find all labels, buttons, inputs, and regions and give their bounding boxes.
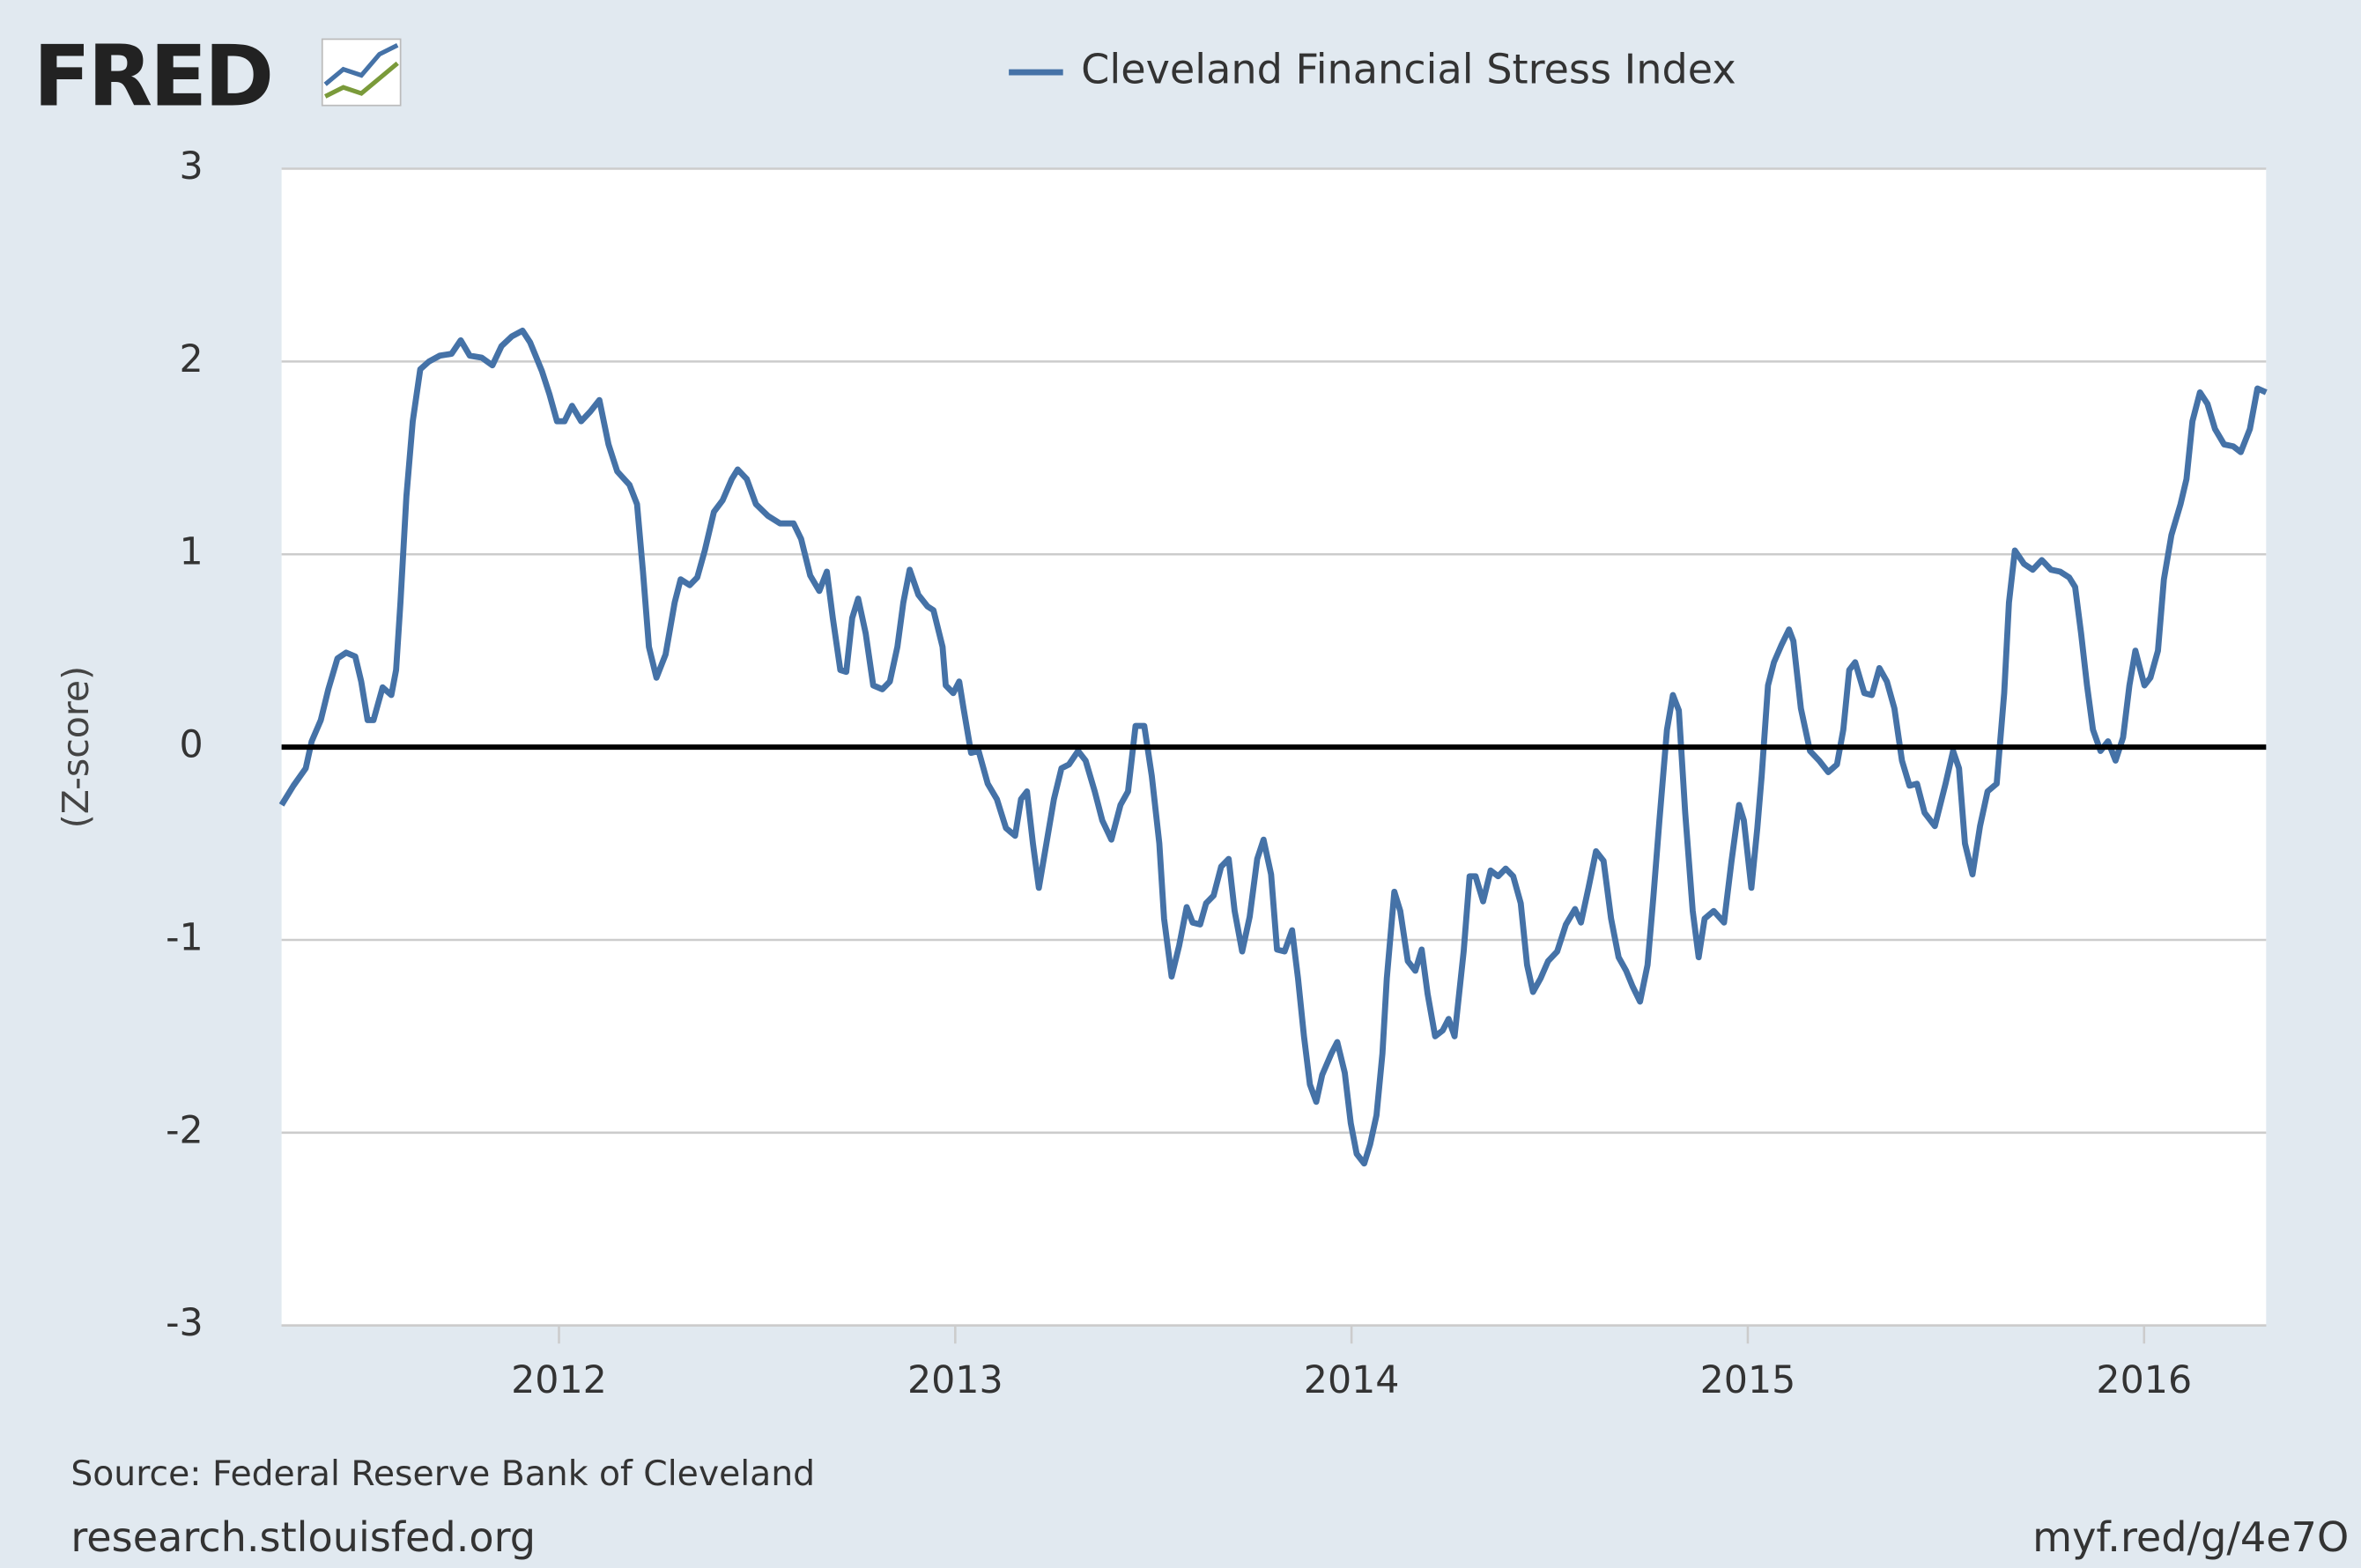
y-tick-label: 0 xyxy=(180,723,204,767)
x-tick-label: 2014 xyxy=(1304,1358,1400,1402)
y-tick-label: 3 xyxy=(180,144,204,189)
y-tick-label: 2 xyxy=(180,337,204,381)
site: research.stlouisfed.org xyxy=(70,1513,536,1561)
series-line xyxy=(278,327,2268,1167)
x-tick-label: 2016 xyxy=(2096,1358,2192,1402)
source: Source: Federal Reserve Bank of Clevelan… xyxy=(70,1454,815,1494)
x-tick-label: 2013 xyxy=(907,1358,1003,1402)
x-tick-label: 2012 xyxy=(511,1358,607,1402)
y-tick-label: 1 xyxy=(180,530,204,574)
legend-label: Cleveland Financial Stress Index xyxy=(1081,46,1736,93)
logo-icon xyxy=(321,38,402,107)
short-link: myf.red/g/4e7O xyxy=(2032,1513,2349,1561)
y-tick-label: -1 xyxy=(166,915,204,959)
logo: FRED xyxy=(33,27,271,126)
y-tick-label: -2 xyxy=(166,1108,204,1152)
y-axis-label: (Z-score) xyxy=(55,666,97,828)
x-tick-label: 2015 xyxy=(1700,1358,1796,1402)
y-tick-label: -3 xyxy=(166,1301,204,1345)
